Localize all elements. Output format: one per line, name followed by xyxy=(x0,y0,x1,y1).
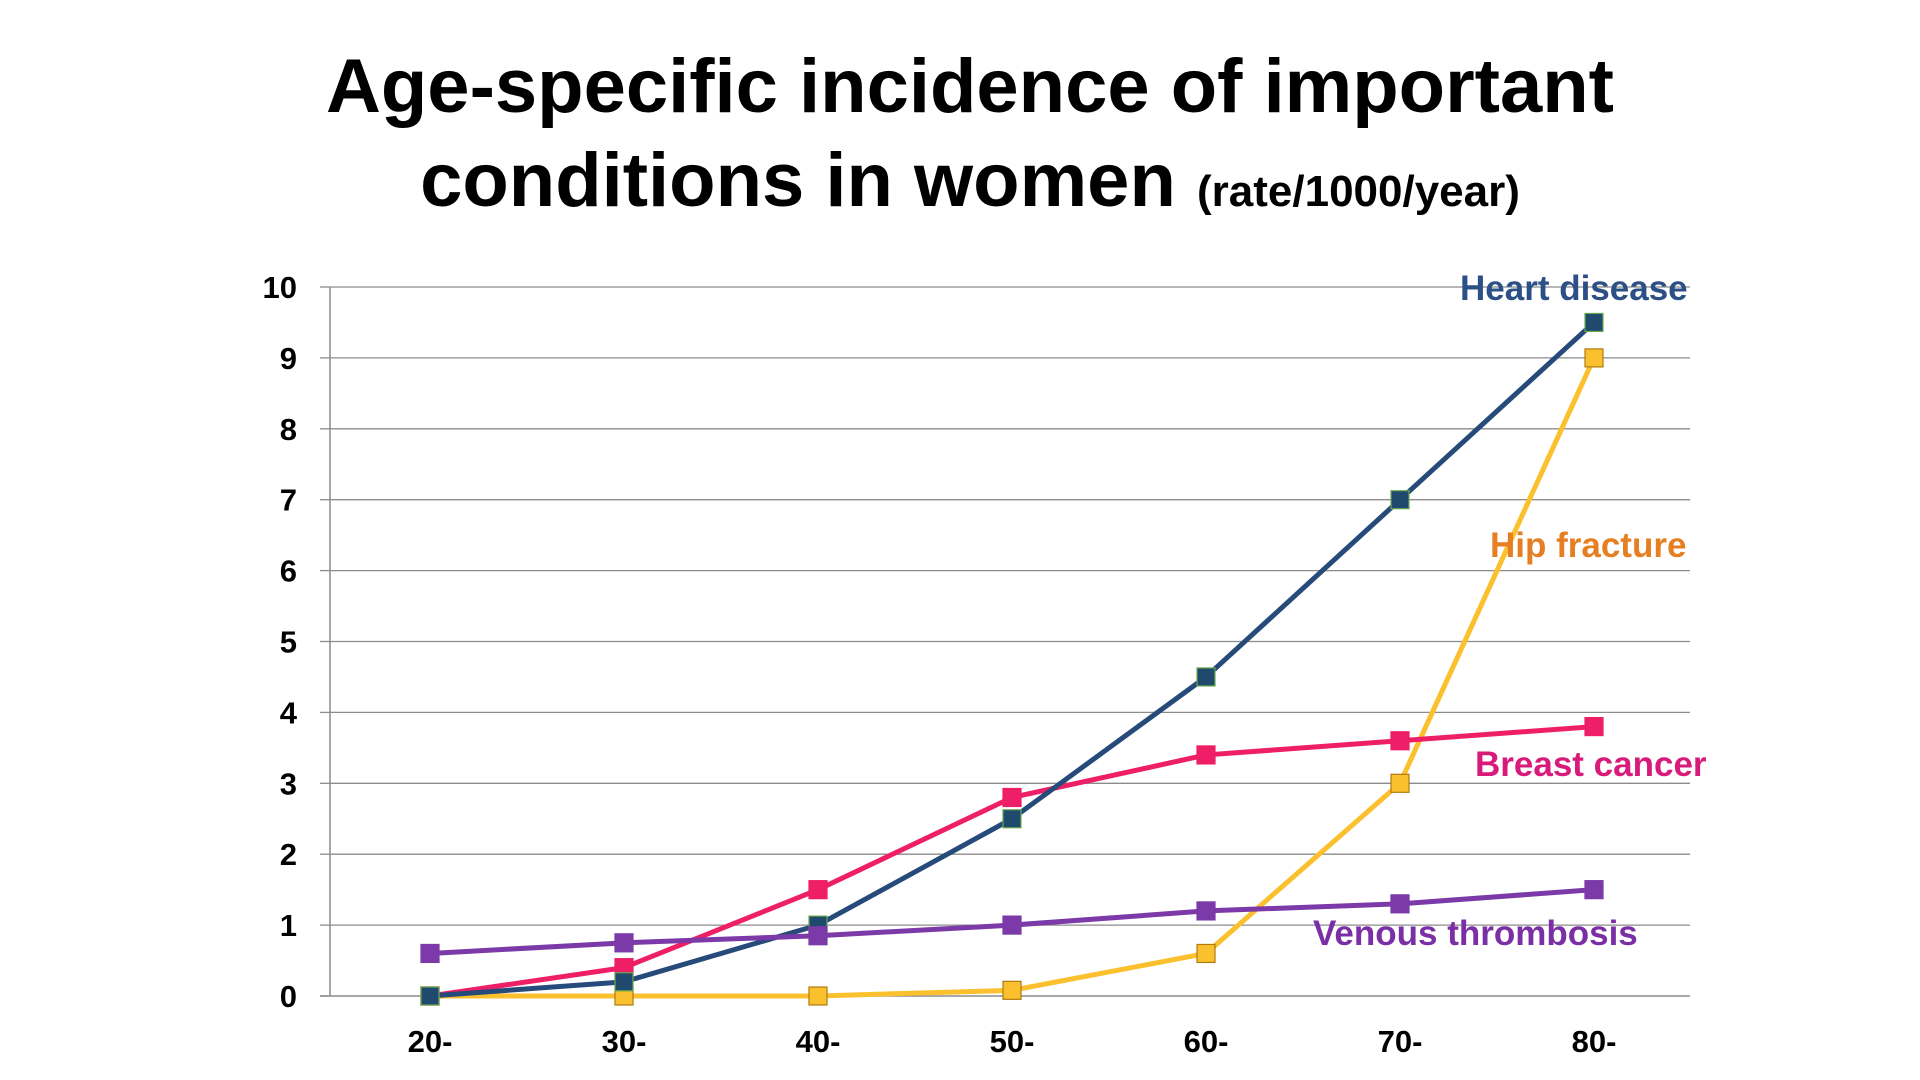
marker-breast-cancer-80 xyxy=(1584,716,1604,737)
marker-venous-thrombosis-60 xyxy=(1196,901,1216,921)
marker-hip-fracture-40 xyxy=(808,986,828,1006)
marker-venous-thrombosis-40 xyxy=(808,926,828,946)
y-tick-label-7: 7 xyxy=(280,483,297,518)
marker-breast-cancer-40 xyxy=(808,880,828,900)
series-line-heart-disease xyxy=(429,320,1596,999)
x-tick-label-40: 40- xyxy=(796,1024,841,1059)
marker-venous-thrombosis-20 xyxy=(420,943,440,964)
y-tick-label-3: 3 xyxy=(280,766,297,801)
marker-breast-cancer-70 xyxy=(1390,731,1410,751)
x-tick-label-70: 70- xyxy=(1378,1024,1423,1059)
marker-hip-fracture-60 xyxy=(1196,943,1216,964)
marker-breast-cancer-50 xyxy=(1002,787,1022,808)
y-tick-label-5: 5 xyxy=(280,625,297,660)
marker-venous-thrombosis-30 xyxy=(614,933,634,953)
marker-heart-disease-30 xyxy=(614,972,634,992)
series-label-venous-thrombosis: Venous thrombosis xyxy=(1313,914,1638,953)
y-tick-label-4: 4 xyxy=(280,695,298,730)
chart-title-unit: (rate/1000/year) xyxy=(1197,167,1520,216)
marker-heart-disease-80 xyxy=(1584,312,1604,333)
marker-hip-fracture-50 xyxy=(1002,980,1022,1000)
chart-title-line-2-main: conditions in women xyxy=(420,138,1176,223)
marker-heart-disease-20 xyxy=(420,986,440,1006)
y-tick-label-1: 1 xyxy=(280,908,297,943)
y-tick-label-8: 8 xyxy=(280,412,297,447)
chart-title-line-1: Age-specific incidence of important xyxy=(326,44,1614,129)
x-axis-tick-labels: 20- 30- 40- 50- 60- 70- 80- xyxy=(408,1024,1617,1059)
series-labels: Heart disease Hip fracture Breast cancer Ve… xyxy=(1313,269,1707,953)
marker-venous-thrombosis-70 xyxy=(1390,894,1410,914)
marker-heart-disease-50 xyxy=(1002,809,1022,829)
series-lines xyxy=(429,320,1597,999)
marker-hip-fracture-70 xyxy=(1390,773,1410,793)
x-tick-label-60: 60- xyxy=(1184,1024,1229,1059)
series-line-breast-cancer xyxy=(429,724,1595,999)
x-tick-label-80: 80- xyxy=(1572,1024,1617,1059)
chart-title-line-2: conditions in women (rate/1000/year) xyxy=(0,134,1920,239)
y-tick-label-9: 9 xyxy=(280,341,297,376)
series-label-breast-cancer: Breast cancer xyxy=(1475,745,1707,784)
series-markers xyxy=(420,312,1604,1006)
series-label-hip-fracture: Hip fracture xyxy=(1490,526,1686,565)
series-label-heart-disease: Heart disease xyxy=(1460,269,1688,308)
y-tick-label-2: 2 xyxy=(280,837,297,872)
x-tick-label-30: 30- xyxy=(602,1024,647,1059)
gridlines xyxy=(330,286,1690,926)
x-tick-label-20: 20- xyxy=(408,1024,453,1059)
y-tick-label-6: 6 xyxy=(280,554,297,589)
y-tick-label-10: 10 xyxy=(263,270,297,305)
y-tick-label-0: 0 xyxy=(280,979,297,1014)
marker-hip-fracture-80 xyxy=(1584,348,1604,368)
marker-heart-disease-70 xyxy=(1390,490,1410,510)
marker-venous-thrombosis-80 xyxy=(1584,880,1604,900)
y-axis-tick-labels: 0 1 2 3 4 5 6 7 8 9 10 xyxy=(263,270,298,1014)
marker-breast-cancer-60 xyxy=(1196,745,1216,765)
marker-heart-disease-60 xyxy=(1196,667,1216,687)
x-tick-label-50: 50- xyxy=(990,1024,1035,1059)
chart-title: Age-specific incidence of important cond… xyxy=(0,40,1920,239)
marker-venous-thrombosis-50 xyxy=(1002,915,1022,935)
